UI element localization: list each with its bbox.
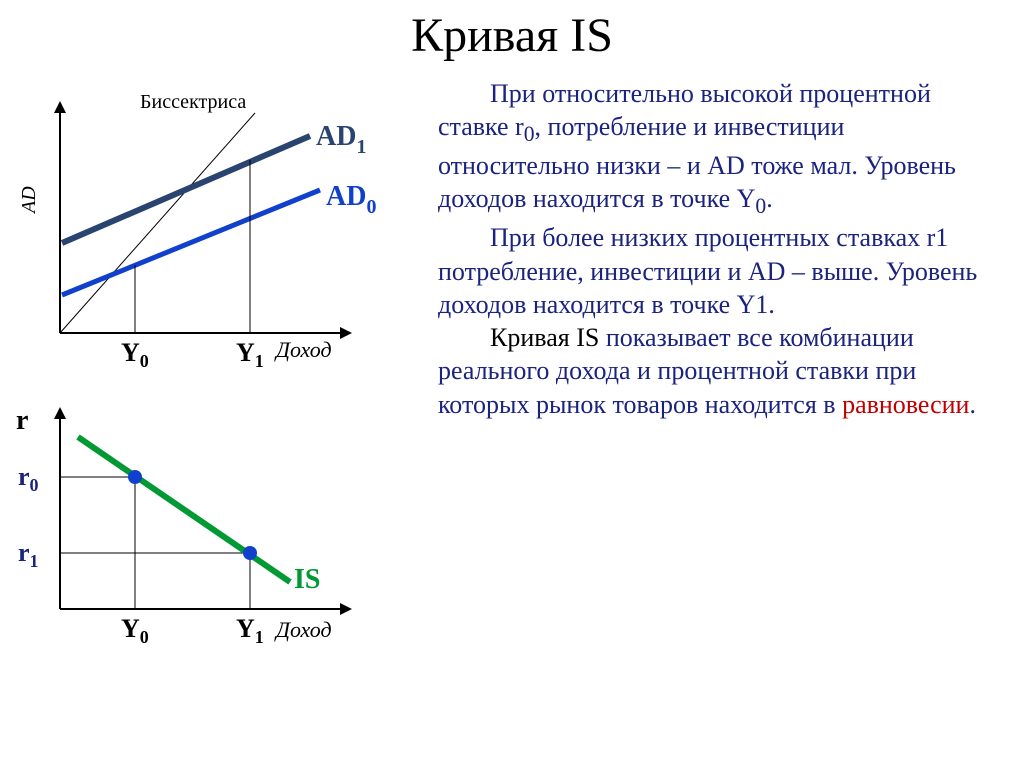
paragraph-1: При относительно высокой процентной став… (438, 77, 994, 221)
paragraph-2: При более низких процентных ставках r1 п… (438, 221, 994, 321)
bisector-label: Биссектриса (140, 91, 246, 113)
chart2-x-axis-label: Доход (274, 617, 332, 642)
chart1-ad: Биссектриса AD1 AD0 Доход Y0 Y1 (0, 73, 430, 389)
chart1-y1-tick: Y1 (236, 338, 264, 371)
charts-column: AD Биссектриса AD1 AD0 Доход Y (0, 73, 430, 669)
chart2-is: r r0 r1 IS Доход Y0 Y1 (0, 389, 430, 669)
chart1-y0-tick: Y0 (121, 338, 149, 371)
ad0-label: AD0 (326, 181, 376, 218)
chart1-x-axis-label: Доход (274, 337, 332, 362)
paragraph-3: Кривая IS показывает все комбинации реал… (438, 321, 994, 421)
chart2-r1-label: r1 (18, 538, 39, 571)
ad1-label: AD1 (316, 121, 366, 158)
chart2-r0-label: r0 (18, 462, 39, 495)
text-column: При относительно высокой процентной став… (430, 73, 1024, 669)
chart2-y0-tick: Y0 (121, 614, 149, 647)
chart2-y1-tick: Y1 (236, 614, 264, 647)
content-area: AD Биссектриса AD1 AD0 Доход Y (0, 73, 1024, 669)
chart2-is-label: IS (294, 564, 320, 595)
chart1-y-axis-label: AD (18, 186, 41, 213)
chart2-r-label: r (16, 405, 28, 436)
page-title: Кривая IS (0, 0, 1024, 63)
